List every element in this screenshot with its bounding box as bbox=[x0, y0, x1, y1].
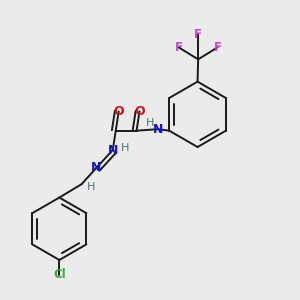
Text: F: F bbox=[175, 41, 183, 54]
Text: H: H bbox=[146, 118, 154, 128]
Text: N: N bbox=[153, 123, 163, 136]
Text: F: F bbox=[214, 41, 221, 54]
Text: N: N bbox=[108, 143, 118, 157]
Text: H: H bbox=[87, 182, 95, 192]
Text: H: H bbox=[121, 142, 129, 153]
Text: O: O bbox=[134, 105, 145, 118]
Text: Cl: Cl bbox=[53, 268, 66, 281]
Text: O: O bbox=[113, 105, 124, 118]
Text: N: N bbox=[91, 161, 102, 174]
Text: F: F bbox=[194, 28, 202, 40]
